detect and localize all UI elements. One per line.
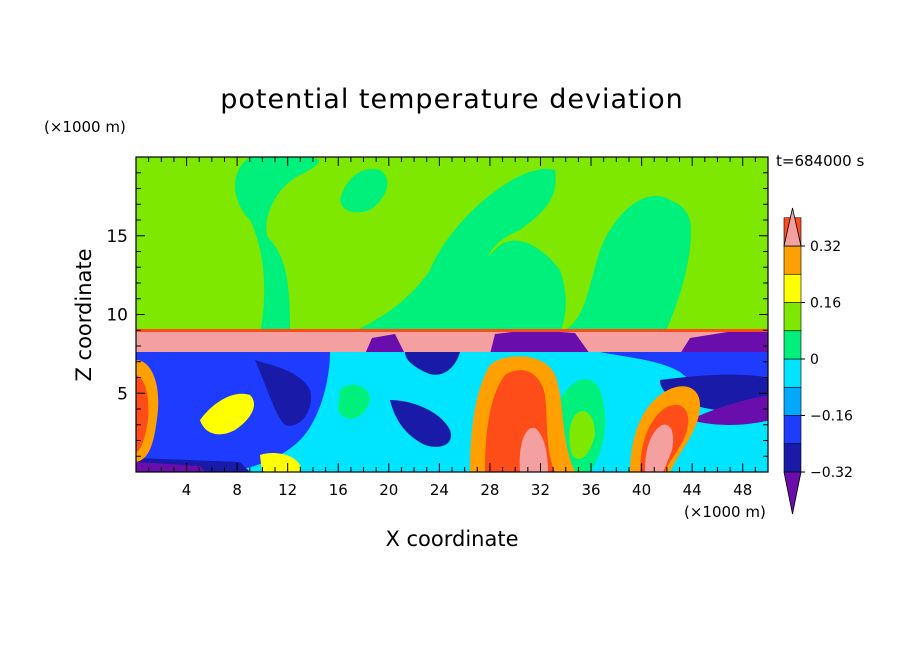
colorbar-tick-label: −0.16 (810, 409, 853, 425)
field-lower-orange-plume (136, 356, 700, 472)
colorbar-tick-label: 0.16 (810, 296, 841, 312)
colorbar-bin (783, 415, 802, 445)
x-axis-ticks: 4 8 12 16 20 24 28 32 36 40 44 48 (148, 157, 756, 499)
field-lower-pink-core (519, 424, 674, 472)
y-tick-label: 15 (106, 227, 128, 247)
field-inversion-negative (365, 330, 768, 354)
x-axis-unit: (×1000 m) (684, 503, 766, 521)
x-tick-label: 20 (379, 481, 398, 499)
field-upper-positive-patch (136, 157, 768, 333)
colorbar-bin (783, 443, 802, 473)
y-axis-label: Z coordinate (72, 248, 96, 382)
field-lower-green (338, 379, 606, 472)
colorbar-tick-label: −0.32 (810, 465, 853, 481)
x-tick-label: 8 (232, 481, 242, 499)
y-axis-ticks: 5 10 15 (106, 172, 768, 457)
field-inversion-layer (136, 330, 768, 354)
colorbar-tick-label: 0.32 (810, 239, 841, 255)
colorbar-over-triangle (783, 207, 802, 247)
colorbar-under-triangle (783, 471, 802, 515)
x-tick-label: 32 (531, 481, 550, 499)
field-upper-green-blob-3 (340, 169, 388, 213)
chart-title: potential temperature deviation (220, 84, 684, 115)
x-tick-label: 44 (683, 481, 702, 499)
colorbar-bin (783, 358, 802, 388)
contour-field (136, 157, 768, 472)
y-axis-unit: (×1000 m) (44, 118, 126, 136)
time-label: t=684000 s (776, 152, 865, 170)
field-inversion-edge (136, 329, 768, 332)
x-tick-label: 36 (581, 481, 600, 499)
x-tick-label: 4 (182, 481, 192, 499)
colorbar-tick-label: 0 (810, 352, 819, 368)
field-lower-yellowgreen (569, 411, 595, 459)
x-tick-label: 16 (329, 481, 348, 499)
colorbar-bin (783, 386, 802, 416)
colorbar-bin (783, 273, 802, 303)
field-upper-green-blob (474, 240, 566, 333)
colorbar-bin (783, 245, 802, 275)
y-tick-label: 10 (106, 306, 128, 326)
field-upper-green-blob-2 (612, 198, 691, 333)
x-tick-label: 24 (430, 481, 449, 499)
x-tick-label: 40 (632, 481, 651, 499)
x-axis-label-text: X coordinate (385, 527, 519, 551)
x-tick-label: 28 (480, 481, 499, 499)
colorbar-bin (783, 302, 802, 332)
y-tick-label: 5 (117, 384, 128, 404)
x-axis-label: X coordinate (0, 527, 904, 551)
colorbar-bin (783, 330, 802, 360)
field-lower-darkblue (136, 352, 768, 472)
x-tick-label: 12 (278, 481, 297, 499)
colorbar: 0.32 0.16 0 −0.16 −0.32 (783, 207, 853, 515)
x-tick-label: 48 (733, 481, 752, 499)
field-lower-yellow (200, 393, 300, 472)
